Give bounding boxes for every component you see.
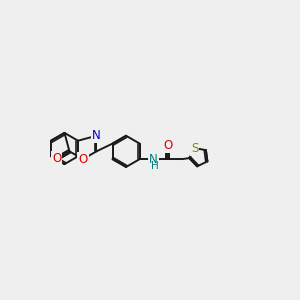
Text: O: O	[78, 153, 88, 166]
Text: N: N	[149, 153, 158, 166]
Text: N: N	[92, 129, 101, 142]
Text: O: O	[163, 139, 172, 152]
Text: S: S	[191, 142, 198, 154]
Text: O: O	[52, 152, 61, 165]
Text: H: H	[151, 161, 159, 171]
